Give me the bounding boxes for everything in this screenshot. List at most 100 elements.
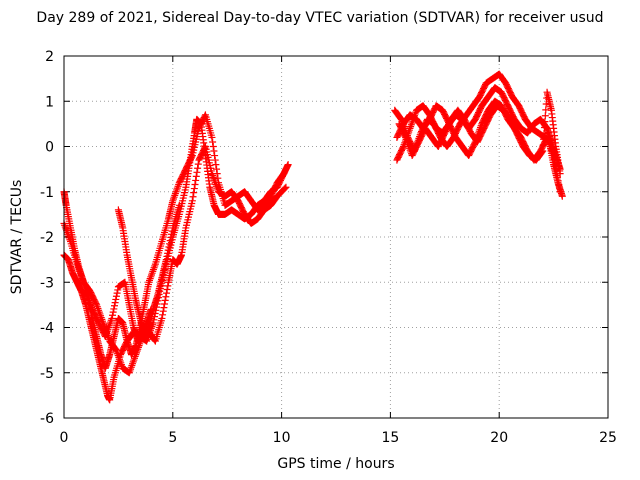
- data-point-marker: [162, 293, 170, 301]
- data-point-marker: [540, 129, 548, 137]
- data-point-marker: [175, 201, 183, 209]
- y-tick-label: -3: [40, 275, 54, 291]
- x-tick-label: 5: [168, 430, 177, 446]
- data-point-marker: [550, 155, 558, 163]
- data-point-marker: [110, 305, 118, 313]
- data-point-marker: [541, 118, 549, 126]
- data-point-marker: [188, 197, 196, 205]
- data-point-marker: [163, 285, 171, 293]
- data-point-marker: [209, 143, 217, 150]
- data-point-marker: [192, 176, 200, 184]
- data-point-marker: [279, 171, 287, 179]
- y-tick-label: 0: [45, 140, 54, 156]
- series-trace-5: [114, 201, 183, 341]
- data-point-marker: [151, 336, 159, 344]
- data-point-marker: [553, 170, 561, 178]
- data-point-marker: [554, 173, 562, 181]
- y-tick-label: -6: [40, 411, 54, 427]
- data-point-marker: [190, 185, 198, 193]
- x-tick-label: 10: [273, 430, 291, 446]
- data-point-marker: [556, 188, 564, 196]
- data-point-marker: [194, 164, 202, 172]
- series-trace-2: [60, 111, 288, 372]
- data-point-marker: [555, 184, 563, 192]
- data-points: [60, 70, 566, 404]
- data-point-marker: [209, 138, 217, 146]
- data-point-marker: [192, 172, 200, 180]
- data-point-marker: [208, 133, 216, 141]
- x-tick-label: 25: [599, 430, 617, 446]
- data-point-marker: [167, 230, 175, 238]
- data-point-marker: [114, 286, 122, 294]
- data-point-marker: [166, 240, 174, 248]
- data-point-marker: [555, 181, 563, 189]
- plot-frame: [63, 55, 609, 419]
- x-axis-label: GPS time / hours: [277, 456, 395, 472]
- data-point-marker: [160, 304, 168, 312]
- chart-title: Day 289 of 2021, Sidereal Day-to-day VTE…: [36, 10, 604, 26]
- data-point-marker: [194, 160, 202, 168]
- data-point-marker: [541, 112, 549, 120]
- data-point-marker: [550, 152, 558, 160]
- data-point-marker: [166, 237, 174, 245]
- data-point-marker: [193, 168, 201, 176]
- data-point-marker: [109, 311, 117, 319]
- data-point-marker: [158, 314, 166, 322]
- data-point-marker: [167, 233, 175, 241]
- data-point-marker: [161, 296, 169, 304]
- y-tick-label: 2: [45, 49, 54, 65]
- data-point-marker: [554, 177, 562, 185]
- data-point-marker: [211, 152, 219, 160]
- data-point-marker: [401, 132, 409, 140]
- data-point-marker: [210, 147, 218, 155]
- data-point-marker: [552, 166, 560, 174]
- data-point-marker: [164, 249, 172, 257]
- x-tick-label: 0: [60, 430, 69, 446]
- data-point-marker: [108, 314, 116, 322]
- data-point-marker: [109, 308, 117, 316]
- data-point-marker: [165, 243, 173, 251]
- data-point-marker: [164, 246, 172, 254]
- y-tick-label: -4: [40, 321, 54, 337]
- y-tick-label: -5: [40, 366, 54, 382]
- data-point-marker: [163, 252, 171, 260]
- data-point-marker: [201, 144, 209, 152]
- data-point-marker: [191, 181, 199, 189]
- data-point-marker: [110, 302, 118, 310]
- data-point-marker: [159, 307, 167, 315]
- data-point-marker: [161, 300, 169, 308]
- data-point-marker: [190, 189, 198, 197]
- data-point-marker: [399, 144, 407, 152]
- series-trace-3: [60, 143, 290, 377]
- data-point-marker: [112, 295, 120, 303]
- data-point-marker: [212, 161, 220, 169]
- data-point-marker: [551, 159, 559, 167]
- data-point-marker: [168, 227, 176, 235]
- y-tick-label: -2: [40, 230, 54, 246]
- data-point-marker: [284, 161, 292, 169]
- x-tick-label: 20: [490, 430, 508, 446]
- data-point-marker: [282, 183, 290, 191]
- data-point-marker: [162, 289, 170, 297]
- data-point-marker: [471, 139, 479, 147]
- data-point-marker: [540, 123, 548, 131]
- data-point-marker: [189, 193, 197, 201]
- data-point-marker: [558, 192, 566, 200]
- data-point-marker: [188, 153, 196, 161]
- y-tick-label: -1: [40, 185, 54, 201]
- data-point-marker: [159, 311, 167, 319]
- data-point-marker: [164, 282, 172, 290]
- y-axis-label: SDTVAR / TECUs: [9, 179, 25, 295]
- data-point-marker: [211, 156, 219, 164]
- data-point-marker: [113, 289, 121, 297]
- data-point-marker: [213, 165, 221, 173]
- data-point-marker: [112, 292, 120, 300]
- data-point-marker: [280, 170, 288, 178]
- y-tick-label: 1: [45, 94, 54, 110]
- data-point-marker: [281, 184, 289, 192]
- series-trace-9: [393, 97, 564, 196]
- x-tick-label: 15: [381, 430, 399, 446]
- data-point-marker: [552, 162, 560, 170]
- data-point-marker: [162, 256, 170, 264]
